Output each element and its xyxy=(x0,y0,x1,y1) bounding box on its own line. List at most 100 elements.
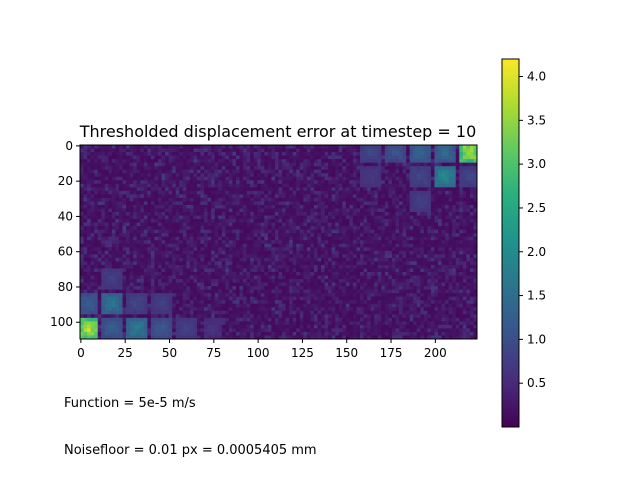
heatmap-cell xyxy=(455,243,460,248)
heatmap-cell xyxy=(200,222,205,227)
heatmap-cell xyxy=(154,300,159,305)
heatmap-cell xyxy=(80,268,84,273)
heatmap-cell xyxy=(104,240,109,245)
heatmap-cell xyxy=(225,250,230,255)
heatmap-cell xyxy=(303,173,308,178)
heatmap-cell xyxy=(118,145,123,149)
heatmap-cell xyxy=(448,180,453,185)
heatmap-cell xyxy=(352,215,357,220)
heatmap-cell xyxy=(204,296,208,301)
heatmap-cell xyxy=(267,197,272,202)
heatmap-cell xyxy=(423,145,428,149)
heatmap-cell xyxy=(157,145,162,149)
heatmap-cell xyxy=(441,289,446,294)
heatmap-cell xyxy=(274,152,279,156)
heatmap-cell xyxy=(168,271,173,276)
heatmap-cell xyxy=(360,296,364,301)
heatmap-cell xyxy=(441,183,446,188)
heatmap-cell xyxy=(239,233,244,238)
heatmap-cell xyxy=(264,289,269,294)
heatmap-cell xyxy=(306,268,311,273)
heatmap-cell xyxy=(264,197,269,202)
heatmap-cell xyxy=(423,247,428,252)
heatmap-cell xyxy=(313,162,318,167)
heatmap-cell xyxy=(165,201,170,206)
heatmap-cell xyxy=(90,173,95,178)
heatmap-cell xyxy=(473,296,478,301)
heatmap-cell xyxy=(165,162,170,167)
heatmap-cell xyxy=(204,215,208,220)
heatmap-cell xyxy=(430,286,435,291)
heatmap-cell xyxy=(328,201,333,206)
heatmap-cell xyxy=(243,190,247,195)
heatmap-cell xyxy=(285,187,290,192)
heatmap-cell xyxy=(303,190,308,195)
heatmap-cell xyxy=(388,215,393,220)
heatmap-cell xyxy=(413,275,418,280)
heatmap-cell xyxy=(452,145,457,149)
heatmap-cell xyxy=(264,219,269,223)
heatmap-cell xyxy=(271,279,276,283)
heatmap-cell xyxy=(228,180,233,185)
heatmap-cell xyxy=(462,261,467,266)
heatmap-cell xyxy=(108,261,113,266)
heatmap-cell xyxy=(157,212,162,216)
heatmap-cell xyxy=(374,279,379,283)
heatmap-cell xyxy=(349,286,354,291)
heatmap-cell xyxy=(317,247,322,252)
heatmap-cell xyxy=(172,201,177,206)
heatmap-cell xyxy=(413,240,418,245)
heatmap-cell xyxy=(406,254,411,259)
heatmap-cell xyxy=(97,271,102,276)
heatmap-cell xyxy=(438,204,442,209)
heatmap-cell xyxy=(115,279,120,283)
heatmap-cell xyxy=(274,215,279,220)
heatmap-cell xyxy=(168,236,173,241)
heatmap-cell xyxy=(161,233,166,238)
heatmap-cell xyxy=(388,219,393,223)
heatmap-cell xyxy=(430,219,435,223)
heatmap-cell xyxy=(469,282,474,287)
heatmap-cell xyxy=(441,222,446,227)
heatmap-cell xyxy=(441,254,446,259)
heatmap-cell xyxy=(352,180,357,185)
heatmap-cell xyxy=(221,275,226,280)
heatmap-cell xyxy=(225,279,230,283)
heatmap-cell xyxy=(469,159,474,164)
heatmap-cell xyxy=(462,254,467,259)
heatmap-cell xyxy=(328,247,333,252)
heatmap-cell xyxy=(292,148,297,153)
heatmap-cell xyxy=(292,264,297,269)
heatmap-cell xyxy=(126,145,131,149)
heatmap-cell xyxy=(196,173,201,178)
heatmap-cell xyxy=(374,243,379,248)
heatmap-cell xyxy=(321,247,325,252)
heatmap-cell xyxy=(143,261,148,266)
heatmap-cell xyxy=(345,215,350,220)
heatmap-cell xyxy=(388,190,393,195)
heatmap-cell xyxy=(271,176,276,181)
heatmap-cell xyxy=(207,233,212,238)
heatmap-cell xyxy=(462,286,467,291)
heatmap-cell xyxy=(427,176,432,181)
heatmap-cell xyxy=(108,148,113,153)
heatmap-cell xyxy=(264,215,269,220)
heatmap-cell xyxy=(459,145,464,149)
heatmap-cell xyxy=(264,222,269,227)
heatmap-cell xyxy=(154,271,159,276)
heatmap-cell xyxy=(104,282,109,287)
heatmap-cell xyxy=(126,194,131,199)
heatmap-cell xyxy=(292,275,297,280)
heatmap-cell xyxy=(196,155,201,160)
heatmap-cell xyxy=(157,201,162,206)
heatmap-cell xyxy=(313,300,318,305)
heatmap-cell xyxy=(175,152,180,156)
heatmap-cell xyxy=(133,159,138,164)
heatmap-cell xyxy=(452,293,457,298)
heatmap-cell xyxy=(243,152,247,156)
heatmap-cell xyxy=(168,190,173,195)
heatmap-cell xyxy=(462,257,467,262)
heatmap-cell xyxy=(317,275,322,280)
heatmap-cell xyxy=(367,279,372,283)
heatmap-cell xyxy=(434,233,439,238)
